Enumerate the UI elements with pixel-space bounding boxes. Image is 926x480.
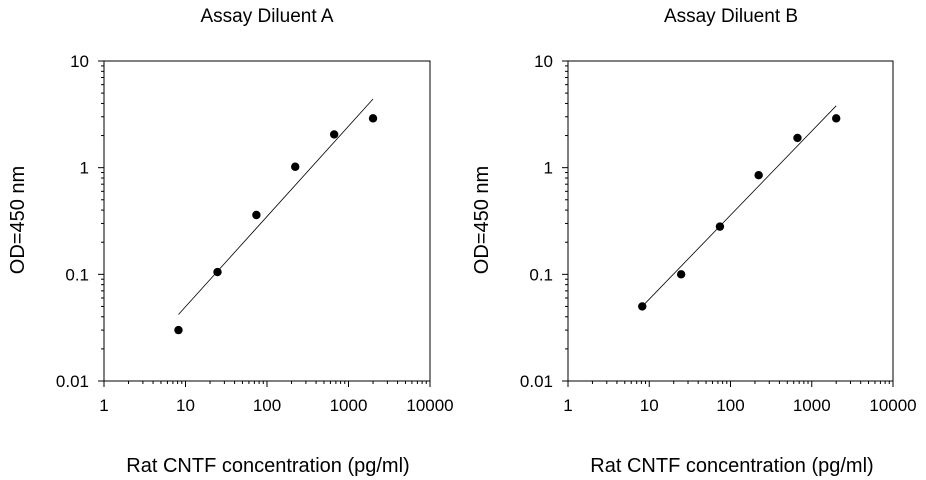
data-point [754,170,763,180]
chart-panel-a: Assay Diluent A OD=450 nm Rat CNTF conce… [7,6,454,477]
data-point [174,325,183,335]
y-tick-label: 10 [534,52,553,71]
x-tick-label: 100 [253,396,281,415]
plot-frame [103,60,431,382]
data-point [832,114,841,123]
y-tick-label: 1 [80,159,89,178]
x-tick-label: 10 [176,396,195,415]
chart-title: Assay Diluent B [664,6,798,27]
fit-line [178,98,374,315]
chart-panel-b: Assay Diluent B OD=450 nm Rat CNTF conce… [471,6,917,477]
data-point [793,133,802,143]
data-point [368,114,378,123]
fit-line [641,105,837,307]
x-tick-label: 100 [716,396,744,415]
y-axis-label: OD=450 nm [471,166,493,274]
x-tick-label: 1 [99,396,108,415]
x-tick-label: 1 [563,396,572,415]
x-tick-label: 1000 [793,396,831,415]
y-tick-label: 0.1 [529,265,553,284]
data-point [213,267,222,277]
x-axis-label: Rat CNTF concentration (pg/ml) [590,455,873,477]
plot-area: 1 10 100 1000 10000 0.01 0.1 1 10 [520,52,917,415]
data-point [638,302,647,311]
chart-title: Assay Diluent A [200,6,333,27]
x-tick-label: 10000 [869,396,916,415]
plot-area: 1 10 100 1000 10000 0.01 0.1 1 10 [56,52,454,415]
y-tick-label: 0.01 [520,372,553,391]
x-tick-label: 10000 [406,396,453,415]
y-tick-label: 1 [544,159,553,178]
x-tick-label: 1000 [330,396,368,415]
y-tick-label: 0.1 [65,265,89,284]
y-tick-label: 0.01 [56,372,89,391]
x-axis-label: Rat CNTF concentration (pg/ml) [126,455,409,477]
data-point [676,270,686,279]
data-point [252,210,261,220]
data-point [329,130,339,139]
x-tick-label: 10 [640,396,659,415]
data-point [715,222,725,231]
y-axis-label: OD=450 nm [7,166,29,274]
data-point [291,162,300,171]
plot-frame [567,60,894,382]
y-tick-label: 10 [70,52,89,71]
